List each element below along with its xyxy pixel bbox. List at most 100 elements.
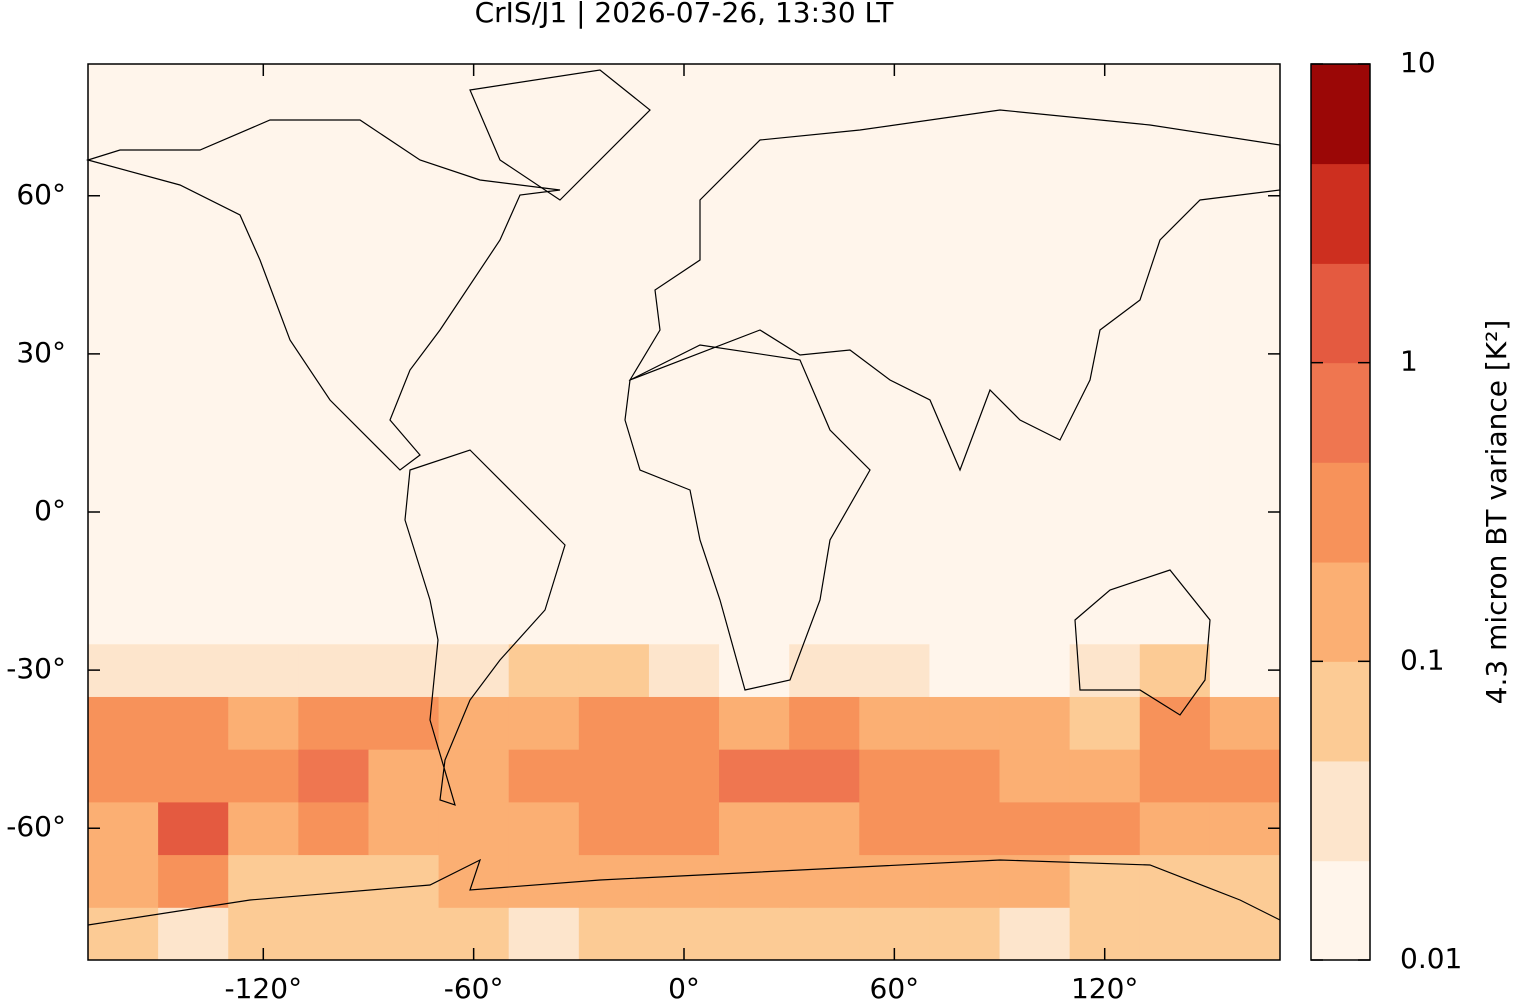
field-cell [859,749,930,803]
coast-africa [624,344,871,691]
field-cell [1139,854,1211,908]
field-cell [1069,801,1141,856]
coast-eurasia [628,109,1281,472]
field-cell [228,696,299,750]
field-cell [438,643,510,697]
x-tick-label: 60° [870,972,920,1002]
field-cell [578,801,650,856]
chart-title: CrIS/J1 | 2026-07-26, 13:30 LT [475,0,895,29]
field-cell [438,801,510,856]
field-cell [999,854,1071,908]
field-cell [648,854,720,908]
field-cell [1069,749,1141,803]
field-cell [438,696,510,750]
field-cell [929,749,1001,803]
field-cell [789,854,860,908]
colorbar-tick-label: 1 [1400,345,1418,378]
field-cell [298,64,369,645]
field-cell [859,643,930,697]
field-cell [1139,749,1211,803]
field-cell [578,64,650,645]
x-tick-label: 120° [1071,972,1138,1002]
field-cell [648,64,720,645]
field-cell [1069,696,1141,750]
colorbar-segment [1311,462,1370,563]
field-cell [158,643,229,697]
field-cell [158,801,229,856]
field-cell [158,907,229,961]
field-cell [929,696,1001,750]
field-cell [1139,801,1211,856]
field-cell [158,696,229,750]
field-cell [298,854,369,908]
colorbar-frame [1310,63,1371,961]
y-tick-label: -30° [6,652,66,685]
field-cell [999,801,1071,856]
y-tick-label: 0° [34,494,66,527]
field-cell [578,696,650,750]
field-cell [228,749,299,803]
x-tick-label: 0° [668,972,700,1002]
field-cell [859,696,930,750]
field-cell [508,854,580,908]
field-cell [789,801,860,856]
field-cell [929,64,1001,645]
field-cell [368,64,440,645]
coast-australia [1074,569,1211,716]
field-cell [228,64,299,645]
field-cell [158,854,229,908]
coastlines [85,69,1281,926]
coast-north-america [85,119,561,471]
coast-antarctica [87,858,1281,926]
field-cell [298,801,369,856]
colorbar-tick-label: 0.1 [1400,643,1445,676]
field-cell [88,749,159,803]
field-cell [158,749,229,803]
field-cell [1209,907,1281,961]
field-cell [648,801,720,856]
field-cell [508,643,580,697]
field-cell [1139,643,1211,697]
colorbar-tick-label: 0.01 [1400,942,1462,975]
field-cell [508,907,580,961]
field-cell [999,907,1071,961]
y-tick-label: 60° [16,178,66,211]
field-cell [368,696,440,750]
field-cell [88,696,159,750]
field-cell [508,696,580,750]
field-cell [719,854,790,908]
colorbar-segment [1311,860,1370,961]
field-cell [228,854,299,908]
field-cell [719,801,790,856]
field-cell [1209,696,1281,750]
field-cell [859,854,930,908]
field-cell [88,854,159,908]
field-cell [929,907,1001,961]
colorbar-segment [1311,163,1370,264]
coast-greenland [469,69,651,201]
field-cell [508,749,580,803]
field-cell [368,907,440,961]
colorbar-segment [1311,362,1370,463]
field-cell [999,64,1071,645]
field-cell [508,801,580,856]
field-cell [1069,64,1141,645]
field-cell [368,643,440,697]
colorbar-segment [1311,562,1370,662]
field-cell [648,696,720,750]
field-cell [1139,907,1211,961]
map-frame [87,63,1281,961]
field-cell [298,749,369,803]
field-cell [929,801,1001,856]
field-cell [999,643,1071,697]
field-cell [789,907,860,961]
field-cell [719,749,790,803]
field-cell [158,64,229,645]
field-cell [298,696,369,750]
field-cell [648,643,720,697]
field-cell [1069,643,1141,697]
field-cell [298,643,369,697]
field-cell [719,907,790,961]
field-cell [508,64,580,645]
